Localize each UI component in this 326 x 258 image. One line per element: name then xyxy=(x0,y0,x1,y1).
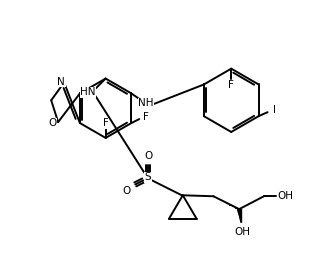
Text: F: F xyxy=(103,118,109,128)
Text: O: O xyxy=(122,186,130,196)
Text: N: N xyxy=(57,77,65,86)
Polygon shape xyxy=(237,209,241,222)
Text: F: F xyxy=(143,112,149,122)
Text: S: S xyxy=(145,172,152,182)
Text: OH: OH xyxy=(234,227,250,237)
Text: NH: NH xyxy=(139,98,154,108)
Text: F: F xyxy=(228,80,234,91)
Text: I: I xyxy=(273,105,276,115)
Text: HN: HN xyxy=(80,87,96,98)
Text: O: O xyxy=(144,151,152,161)
Text: O: O xyxy=(48,118,56,128)
Text: OH: OH xyxy=(278,191,294,201)
